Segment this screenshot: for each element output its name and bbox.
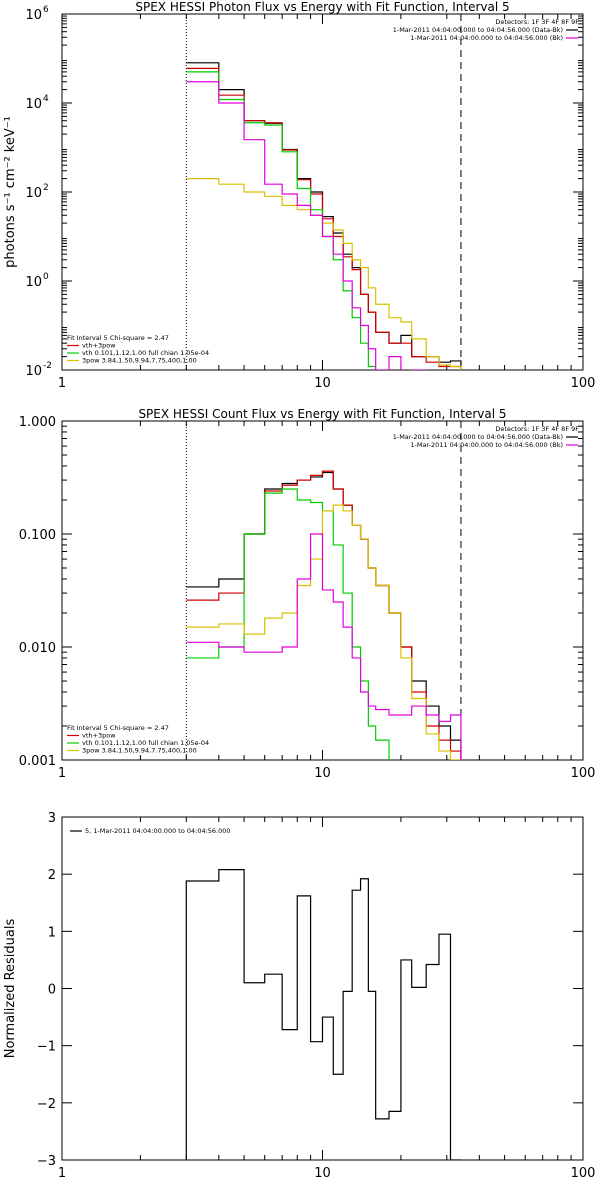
legend-fit-header: Fit Interval 5 Chi-square = 2.47: [67, 334, 169, 342]
data-series-3: [186, 178, 462, 370]
legend-entry: 5, 1-Mar-2011 04:04:00.000 to 04:04:56.0…: [85, 827, 231, 835]
y-tick-label: 1.000: [19, 415, 56, 430]
y-tick-label: 10: [25, 364, 42, 379]
y-tick-label: 10: [25, 97, 42, 112]
y-axis-label: photons s⁻¹ cm⁻² keV⁻¹: [3, 116, 18, 268]
y-tick-label: 2: [48, 868, 56, 883]
y-tick-exponent: 4: [43, 94, 49, 104]
legend-entry: 3pow 3.84,1.50,9.94,7.75,400,1.00: [82, 357, 197, 365]
legend-fit-header: Fit Interval 5 Chi-square = 2.47: [67, 724, 169, 732]
data-series-2: [186, 488, 390, 760]
y-tick-label: 0.100: [19, 528, 56, 543]
data-series-2: [186, 71, 377, 370]
y-tick-label: −1: [37, 1040, 56, 1055]
residuals-panel: Normalized Residuals 1 10 100 −3 −2 −1 0 1 2 3 5, 1…: [3, 811, 596, 1181]
y-tick-exponent: 2: [43, 183, 49, 193]
legend-entry: 1-Mar-2011 04:04:00.000 to 04:04:56.000 …: [410, 34, 563, 42]
y-tick-label: 10: [25, 275, 42, 290]
y-tick-label: 10: [25, 8, 42, 23]
y-tick-label: 0.001: [19, 754, 56, 769]
series-group: [186, 62, 462, 370]
data-series-1: [186, 470, 462, 760]
legend-detectors: Detectors: 1F 3F 4F 8F 9F: [495, 425, 579, 433]
data-series-3: [186, 504, 462, 760]
x-tick-label: 1: [58, 766, 66, 781]
legend-entry: 1-Mar-2011 04:04:00.000 to 04:04:56.000 …: [410, 441, 563, 449]
legend-entry: 3pow 3.84,1.50,9.94,7.75,400,1.00: [82, 747, 197, 755]
count-flux-panel: SPEX HESSI Count Flux vs Energy with Fit…: [19, 407, 596, 781]
chart-title: SPEX HESSI Count Flux vs Energy with Fit…: [138, 407, 506, 421]
data-series-0: [186, 471, 462, 760]
legend-entry: vth+3pow: [82, 732, 116, 740]
chart-title: SPEX HESSI Photon Flux vs Energy with Fi…: [135, 0, 509, 14]
legend-detectors: Detectors: 1F 3F 4F 8F 9F: [495, 18, 579, 26]
x-tick-label: 100: [571, 376, 596, 391]
y-tick-label: 1: [48, 925, 56, 940]
series-group: [185, 868, 462, 1160]
x-tick-label: 10: [314, 766, 331, 781]
y-tick-label: 10: [25, 186, 42, 201]
x-tick-label: 100: [571, 766, 596, 781]
y-tick-label: 0: [48, 983, 56, 998]
y-tick-label: 3: [48, 811, 56, 826]
x-tick-label: 1: [58, 376, 66, 391]
x-tick-label: 10: [314, 1166, 331, 1181]
plot-frame: [61, 816, 584, 1161]
legend-entry: vth 0.101,1.12,1.00 full chian 1.05e-04: [82, 349, 209, 357]
series-group: [186, 470, 462, 760]
y-tick-exponent: 0: [43, 272, 49, 282]
x-tick-label: 1: [58, 1166, 66, 1181]
y-tick-exponent: -2: [43, 361, 52, 371]
legend-entry: 1-Mar-2011 04:04:00.000 to 04:04:56.000 …: [393, 433, 563, 441]
data-series-1: [186, 67, 462, 370]
photon-flux-panel: SPEX HESSI Photon Flux vs Energy with Fi…: [3, 0, 596, 391]
data-series-0: [185, 868, 462, 1160]
data-series-4: [186, 533, 462, 760]
y-tick-label: 0.010: [19, 641, 56, 656]
data-series-4: [186, 81, 427, 370]
x-tick-label: 10: [314, 376, 331, 391]
y-tick-exponent: 6: [43, 5, 49, 15]
y-axis-label: Normalized Residuals: [3, 919, 18, 1059]
x-tick-label: 100: [571, 1166, 596, 1181]
y-tick-label: −3: [37, 1154, 56, 1169]
legend-entry: 1-Mar-2011 04:04:00.000 to 04:04:56.000 …: [393, 26, 563, 34]
y-tick-label: −2: [37, 1097, 56, 1112]
legend-entry: vth+3pow: [82, 342, 116, 350]
legend-entry: vth 0.101,1.12,1.00 full chian 1.05e-04: [82, 739, 209, 747]
